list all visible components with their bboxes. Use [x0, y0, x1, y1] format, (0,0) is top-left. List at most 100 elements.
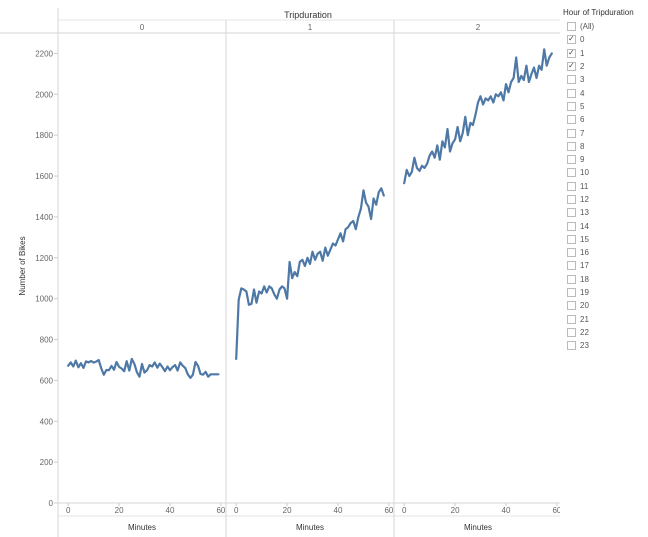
- data-point: [403, 182, 405, 184]
- checkbox[interactable]: [567, 288, 576, 298]
- data-point: [72, 365, 74, 368]
- checkbox[interactable]: [567, 195, 576, 204]
- legend-item-10[interactable]: 10: [562, 166, 646, 179]
- data-point: [138, 376, 141, 378]
- data-point: [309, 263, 311, 265]
- legend-item-21[interactable]: 21: [562, 313, 646, 326]
- checkbox[interactable]: [567, 327, 576, 337]
- panel-header-label: 0: [140, 23, 145, 32]
- x-tick-label: 0: [66, 506, 71, 515]
- legend-item-23[interactable]: 23: [562, 339, 646, 352]
- legend-item-label: 1: [580, 48, 585, 58]
- data-point: [118, 366, 120, 368]
- legend-item-20[interactable]: 20: [562, 299, 646, 312]
- data-point: [497, 95, 499, 97]
- data-point: [365, 202, 367, 204]
- data-point: [541, 69, 543, 71]
- legend-item-14[interactable]: 14: [562, 219, 646, 232]
- data-point: [151, 365, 153, 368]
- data-point: [105, 369, 107, 371]
- y-tick-label: 200: [40, 458, 54, 467]
- data-point: [205, 371, 207, 373]
- data-point: [296, 275, 298, 277]
- checkbox[interactable]: [567, 274, 576, 284]
- x-tick-label: 60: [552, 506, 560, 515]
- checkbox[interactable]: [567, 208, 576, 218]
- data-point: [136, 371, 138, 373]
- data-point: [495, 93, 497, 95]
- legend-item-0[interactable]: 0: [562, 33, 646, 46]
- checkbox[interactable]: [567, 115, 576, 125]
- legend-item-1[interactable]: 1: [562, 47, 646, 60]
- legend-item-all[interactable]: (All): [562, 20, 646, 33]
- legend-item-17[interactable]: 17: [562, 259, 646, 272]
- x-tick-label: 0: [234, 506, 239, 515]
- legend-item-12[interactable]: 12: [562, 193, 646, 206]
- checkbox[interactable]: [567, 155, 576, 165]
- checkbox[interactable]: [567, 75, 576, 85]
- data-point: [337, 238, 339, 240]
- data-point: [115, 361, 118, 363]
- data-point: [126, 360, 128, 362]
- checkbox[interactable]: [567, 48, 576, 58]
- legend-item-4[interactable]: 4: [562, 86, 646, 99]
- checkbox[interactable]: [567, 61, 576, 72]
- legend-item-15[interactable]: 15: [562, 233, 646, 246]
- legend-item-label: 23: [580, 341, 589, 351]
- data-point: [334, 244, 337, 247]
- legend-item-16[interactable]: 16: [562, 246, 646, 259]
- data-point: [212, 373, 214, 375]
- data-point: [459, 140, 461, 142]
- data-point: [408, 175, 410, 177]
- data-point: [281, 285, 283, 287]
- legend-item-6[interactable]: 6: [562, 113, 646, 126]
- legend-item-2[interactable]: 2: [562, 60, 646, 73]
- legend-item-label: 8: [580, 141, 585, 151]
- checkbox[interactable]: [567, 341, 576, 351]
- legend-item-7[interactable]: 7: [562, 126, 646, 139]
- data-point: [451, 142, 454, 144]
- checkbox[interactable]: [567, 234, 576, 244]
- checkbox[interactable]: [567, 88, 576, 98]
- data-point: [507, 91, 510, 93]
- legend-item-13[interactable]: 13: [562, 206, 646, 219]
- x-tick-label: 60: [216, 506, 225, 515]
- checkbox[interactable]: [567, 181, 576, 191]
- legend-item-22[interactable]: 22: [562, 326, 646, 339]
- data-point: [179, 361, 181, 363]
- checkbox[interactable]: [567, 22, 576, 32]
- y-tick-label: 1400: [35, 213, 53, 222]
- checkbox[interactable]: [567, 128, 576, 138]
- data-point: [429, 155, 431, 157]
- data-point: [304, 265, 306, 267]
- data-point: [90, 360, 92, 362]
- legend-item-19[interactable]: 19: [562, 286, 646, 299]
- checkbox[interactable]: [567, 168, 576, 178]
- data-point: [431, 150, 433, 153]
- data-point: [301, 259, 303, 261]
- data-point: [350, 222, 352, 224]
- checkbox[interactable]: [567, 101, 576, 111]
- data-point: [513, 77, 515, 79]
- x-tick-label: 40: [166, 506, 175, 515]
- legend-item-18[interactable]: 18: [562, 273, 646, 286]
- checkbox[interactable]: [567, 301, 576, 311]
- data-point: [515, 56, 517, 59]
- x-tick-label: 40: [334, 506, 343, 515]
- checkbox[interactable]: [567, 261, 576, 271]
- data-point: [70, 361, 72, 363]
- checkbox[interactable]: [567, 248, 576, 258]
- legend-item-5[interactable]: 5: [562, 100, 646, 113]
- legend-item-11[interactable]: 11: [562, 180, 646, 193]
- data-point: [546, 65, 548, 67]
- legend-item-9[interactable]: 9: [562, 153, 646, 166]
- legend-item-8[interactable]: 8: [562, 140, 646, 153]
- tripduration-chart: Tripduration Number of Bikes 02004006008…: [0, 8, 560, 537]
- checkbox[interactable]: [567, 34, 576, 45]
- legend-item-3[interactable]: 3: [562, 73, 646, 86]
- data-point: [454, 138, 456, 140]
- checkbox[interactable]: [567, 141, 576, 151]
- data-point: [87, 361, 90, 363]
- checkbox[interactable]: [567, 314, 576, 324]
- checkbox[interactable]: [567, 221, 576, 231]
